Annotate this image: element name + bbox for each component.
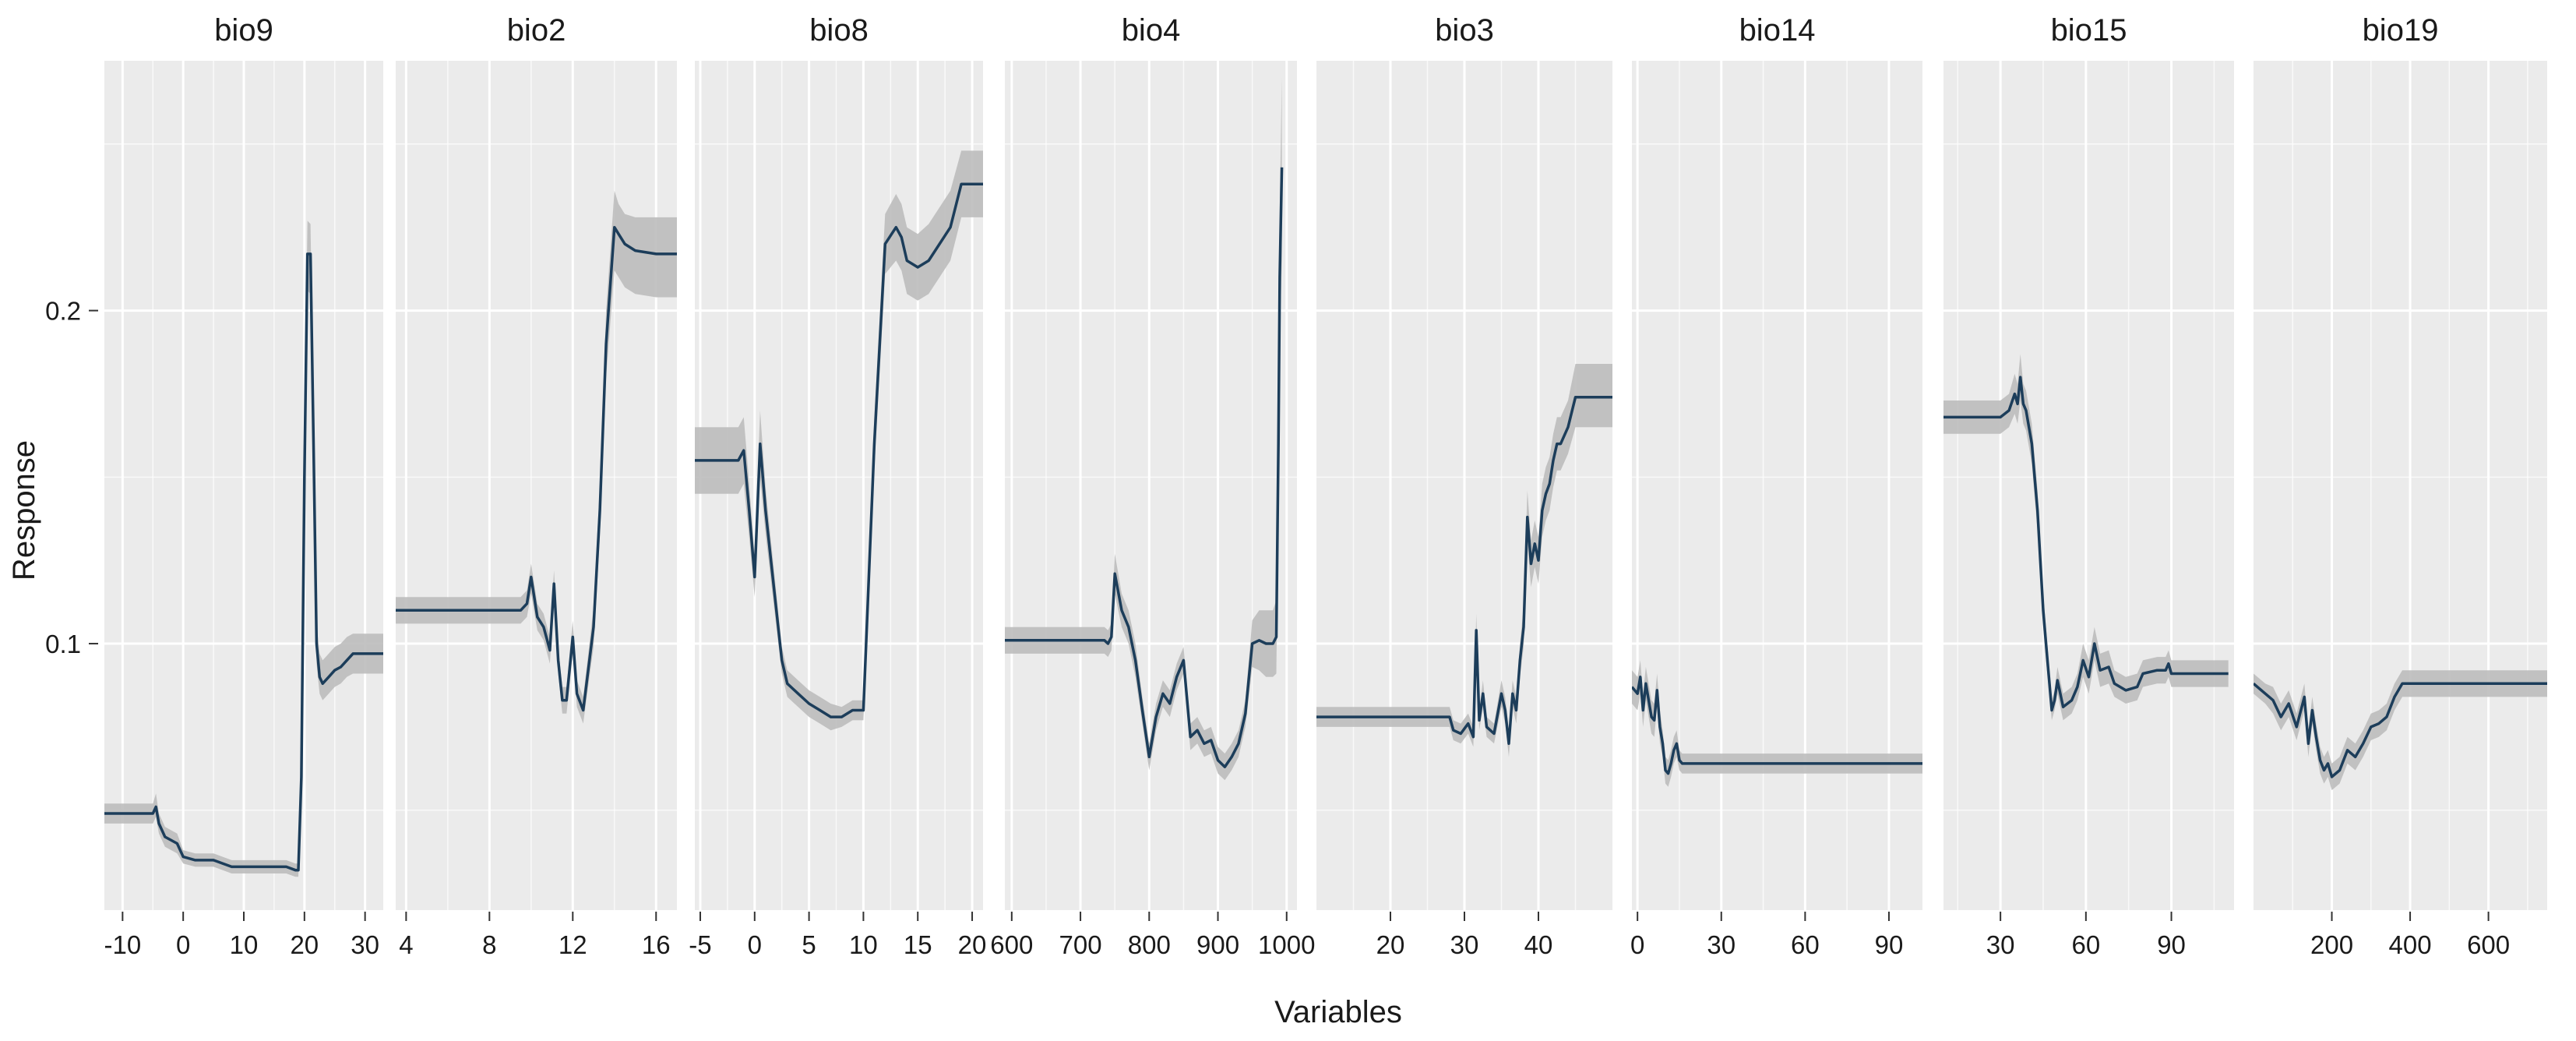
panel-plot-area: [1005, 61, 1297, 910]
panel-background: [1005, 61, 1297, 910]
panel-plot-area: [1943, 61, 2234, 910]
panel-background: [2254, 61, 2547, 910]
x-tick-label: 8: [482, 930, 496, 959]
x-tick-label: 20: [1376, 930, 1405, 959]
panel-bio14: bio14 0 30 60 90: [1630, 13, 1922, 959]
panel-title: bio2: [507, 13, 566, 48]
x-tick-label: 800: [1128, 930, 1171, 959]
y-axis-title: Response: [7, 440, 41, 580]
response-line-bio3: [1316, 395, 1612, 746]
response-line-bio2: [396, 225, 677, 712]
x-tick-label: 0: [1630, 930, 1644, 959]
panel-bio9: bio9 -10 0 10 20 30: [104, 13, 383, 959]
x-tick-label: 30: [1986, 930, 2015, 959]
panel-plot-area: [1316, 61, 1612, 910]
panel-background: [396, 61, 677, 910]
panel-title: bio14: [1739, 13, 1816, 48]
x-tick-label: 1000: [1258, 930, 1315, 959]
x-tick-label: -5: [689, 930, 711, 959]
x-tick-label: 16: [642, 930, 671, 959]
panel-bio15: bio15 30 60 90: [1943, 13, 2234, 959]
panel-plot-area: [2254, 61, 2547, 910]
x-tick-label: 60: [2071, 930, 2100, 959]
x-tick-label: 40: [1524, 930, 1553, 959]
response-line-bio15: [1943, 376, 2229, 712]
confidence-ribbon-bio15: [1943, 354, 2229, 721]
x-tick-label: 600: [2467, 930, 2510, 959]
panel-title: bio4: [1122, 13, 1181, 48]
confidence-ribbon-bio8: [695, 150, 983, 731]
panel-background: [695, 61, 983, 910]
x-tick-label: 900: [1196, 930, 1239, 959]
panel-title: bio9: [214, 13, 273, 48]
y-tick-label: 0.1: [45, 630, 81, 658]
x-tick-label: 12: [559, 930, 587, 959]
x-tick-label: 20: [290, 930, 319, 959]
x-tick-label: 30: [1450, 930, 1479, 959]
x-tick-label: 200: [2310, 930, 2353, 959]
x-tick-label: 30: [1707, 930, 1736, 959]
panel-bio2: bio2 4 8 12 16: [396, 13, 677, 959]
panel-title: bio8: [809, 13, 869, 48]
x-tick-label: 90: [2157, 930, 2186, 959]
confidence-ribbon-bio19: [2254, 670, 2547, 791]
response-line-bio8: [695, 182, 983, 718]
y-axis: 0.1 0.2: [45, 297, 98, 658]
panel-plot-area: [1632, 61, 1922, 910]
response-line-bio14: [1632, 676, 1922, 775]
x-axis-title: Variables: [1274, 995, 1402, 1029]
panel-title: bio19: [2363, 13, 2439, 48]
confidence-ribbon-bio9: [104, 221, 383, 877]
y-tick-label: 0.2: [45, 297, 81, 326]
panel-bio3: bio3 20 30 40: [1316, 13, 1612, 959]
x-tick-label: 0: [176, 930, 190, 959]
panel-bio8: bio8 -5 0 5 10 15 20: [689, 13, 986, 959]
x-tick-label: 90: [1875, 930, 1904, 959]
response-line-bio9: [104, 252, 383, 872]
confidence-ribbon-bio14: [1632, 660, 1922, 787]
x-tick-label: 30: [351, 930, 379, 959]
panel-bio4: bio4 600 700 800 900 1000: [990, 13, 1315, 959]
panel-title: bio3: [1435, 13, 1494, 48]
x-tick-label: 20: [958, 930, 987, 959]
response-line-bio19: [2254, 682, 2547, 778]
x-tick-label: 4: [399, 930, 413, 959]
panel-plot-area: [104, 61, 383, 910]
x-tick-label: 5: [802, 930, 816, 959]
panel-plot-area: [695, 61, 983, 910]
x-tick-label: 10: [849, 930, 878, 959]
x-tick-label: 700: [1059, 930, 1102, 959]
x-tick-label: 400: [2389, 930, 2432, 959]
panel-background: [1632, 61, 1922, 910]
panel-background: [1943, 61, 2234, 910]
x-tick-label: 0: [748, 930, 762, 959]
x-tick-label: 60: [1791, 930, 1820, 959]
x-tick-label: 10: [230, 930, 259, 959]
x-tick-label: 600: [990, 930, 1033, 959]
x-tick-label: -10: [104, 930, 141, 959]
x-tick-label: 15: [904, 930, 932, 959]
panel-plot-area: [396, 61, 677, 910]
panel-title: bio15: [2051, 13, 2127, 48]
panel-bio19: bio19 200 400 600: [2254, 13, 2547, 959]
response-line-bio4: [1005, 167, 1284, 768]
